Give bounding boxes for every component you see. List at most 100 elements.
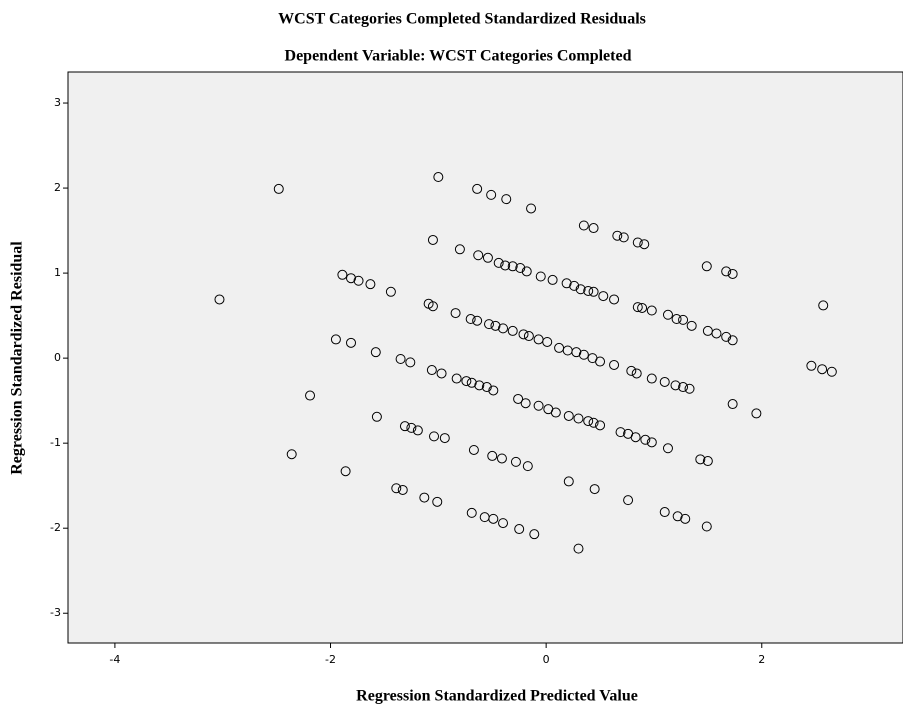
y-tick-label: 2 [54,181,61,194]
x-tick-label: 2 [758,653,765,666]
point [465,314,476,325]
x-axis-label: Regression Standardized Predicted Value [356,688,638,705]
point [680,513,691,524]
point [397,484,408,495]
y-axis-label: Regression Standardized Residual [9,241,26,475]
point [569,280,580,291]
point [432,496,443,507]
point [490,320,501,331]
point [436,368,447,379]
point [286,449,297,460]
point [507,261,518,272]
point [588,417,599,428]
point [486,189,497,200]
point [273,183,284,194]
point [330,334,341,345]
point [337,269,348,280]
point [727,399,738,410]
point [498,323,509,334]
point [595,356,606,367]
point [563,410,574,421]
point [488,385,499,396]
point [702,456,713,467]
point [615,427,626,438]
point [520,398,531,409]
point [701,261,712,272]
point [514,524,525,535]
point [487,450,498,461]
point [529,529,540,540]
point [406,422,417,433]
y-tick-label: 0 [54,351,61,364]
point [672,511,683,522]
point [484,319,495,330]
point [515,263,526,274]
point [806,360,817,371]
point [474,380,485,391]
point [488,513,499,524]
point [727,335,738,346]
point [496,453,507,464]
point [550,407,561,418]
point [595,420,606,431]
point [518,329,529,340]
point [646,373,657,384]
point [589,484,600,495]
point [561,278,572,289]
point [573,543,584,554]
chart-subtitle: Dependent Variable: WCST Categories Comp… [285,48,632,65]
point [466,507,477,518]
point [365,279,376,290]
point [646,305,657,316]
point [623,495,634,506]
point [670,380,681,391]
point [618,232,629,243]
point [405,357,416,368]
point [521,266,532,277]
point [501,194,512,205]
point [678,314,689,325]
point [472,183,483,194]
point [533,400,544,411]
point [659,507,670,518]
point [510,456,521,467]
point [461,376,472,387]
point [609,294,620,305]
point [612,230,623,241]
y-tick-label: -1 [50,436,61,449]
point [450,308,461,319]
point [751,408,762,419]
point [727,268,738,279]
point [588,286,599,297]
point [466,377,477,388]
point [473,250,484,261]
point [659,376,670,387]
point [535,271,546,282]
point [588,223,599,234]
y-tick-label: -3 [50,606,61,619]
point [513,393,524,404]
point [578,349,589,360]
point [626,365,637,376]
point [391,483,402,494]
point [523,331,534,342]
point [454,244,465,255]
point [583,416,594,427]
point [500,260,511,271]
point [346,273,357,284]
point [701,521,712,532]
point [439,433,450,444]
point [433,172,444,183]
point [637,302,648,313]
point [583,285,594,296]
x-tick-label: -2 [325,653,336,666]
point [305,390,316,401]
point [678,382,689,393]
point [640,434,651,445]
point [419,492,430,503]
point [721,331,732,342]
x-tick-label: 0 [543,653,550,666]
y-tick-label: -2 [50,521,61,534]
